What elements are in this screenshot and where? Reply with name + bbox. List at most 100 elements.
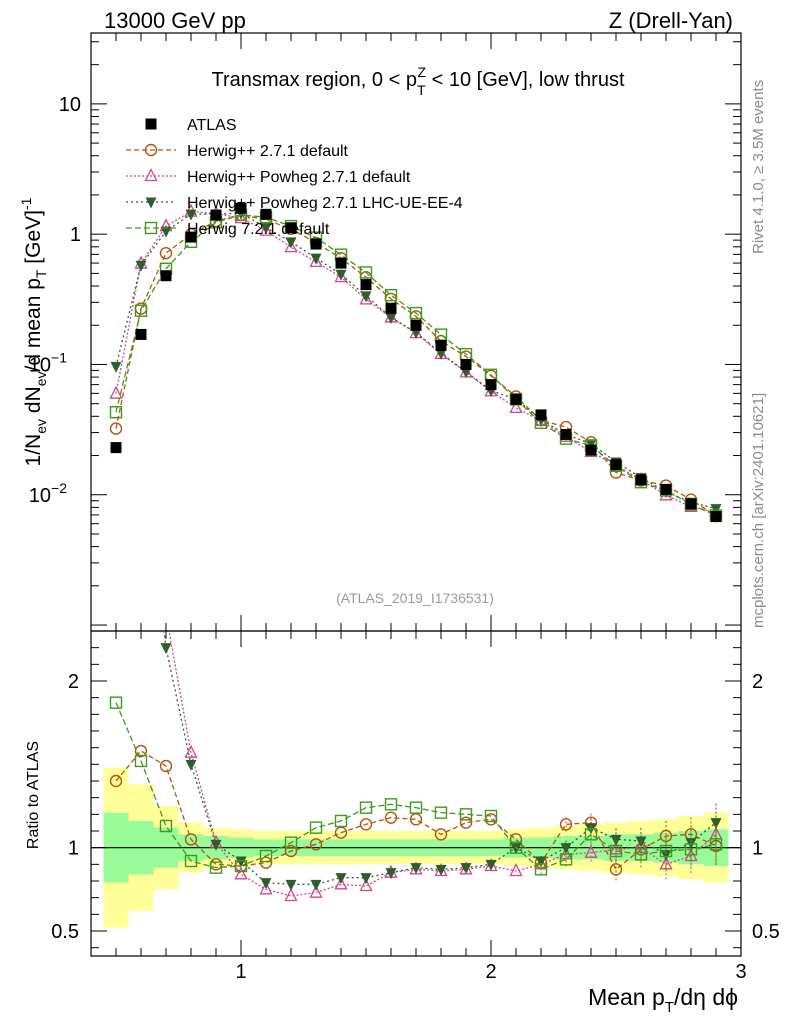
atlas-data-point [685, 498, 697, 510]
series-4-ratio-point [209, 861, 223, 874]
x-axis-label: Mean pT/dη dϕ [588, 984, 738, 1016]
rivet-version-label: Rivet 4.1.0, ≥ 3.5M events [750, 80, 767, 254]
series-3-ratio-point [285, 879, 297, 891]
series-2-ratio-point [309, 884, 323, 898]
series-3-ratio-point [111, 310, 122, 321]
atlas-data-point [535, 409, 547, 421]
legend-marker [145, 118, 157, 130]
series-4-ratio-point [159, 819, 173, 833]
series-4-ratio-point [609, 844, 623, 858]
series-2-ratio-point [234, 866, 248, 880]
axes: 1 2 3 10−2 10−1 1 10 0.5 0.5 1 1 2 2 [29, 33, 780, 983]
series-2-ratio-point [136, 425, 147, 436]
series-1-ratio-point [109, 774, 123, 788]
series-3-ratio-point [310, 879, 322, 891]
atlas-data-point [710, 511, 722, 523]
series-4-ratio-point [384, 798, 398, 811]
series-1-point [109, 422, 123, 435]
atlas-data-point [560, 429, 572, 441]
series-3-ratio-point [360, 873, 372, 885]
series-4-ratio-point [509, 841, 523, 854]
series-3-point [385, 312, 397, 324]
series-3-ratio-point [485, 859, 497, 871]
header-left: 13000 GeV pp [104, 8, 246, 33]
series-1-ratio-point [559, 818, 573, 831]
legend-marker [145, 197, 157, 209]
series-4-ratio-point [409, 801, 423, 814]
series-2-point [309, 253, 323, 267]
series-2-point [509, 399, 523, 414]
legend-label: Herwig++ Powheg 2.7.1 LHC-UE-EE-4 [187, 195, 463, 212]
series-1-ratio-point [309, 838, 323, 851]
series-1-ratio-point [284, 844, 298, 858]
series-4-ratio-point [659, 844, 673, 858]
series-4-ratio-point [559, 853, 573, 866]
series-4-ratio-point [584, 828, 598, 841]
atlas-data-point [335, 257, 347, 269]
series-1-ratio-point [259, 856, 273, 869]
atlas-data-point [185, 231, 197, 243]
atlas-data-point [310, 238, 322, 250]
legend-marker [144, 221, 158, 235]
series-3-ratio-point [710, 818, 722, 830]
atlas-data-point [460, 358, 472, 370]
atlas-data-point [210, 209, 222, 221]
legend-label: Herwig++ Powheg 2.7.1 default [187, 169, 411, 186]
legend-marker [144, 143, 158, 157]
series-2-point [284, 239, 298, 253]
ratio-y-tick-label-right: 0.5 [752, 921, 780, 943]
atlas-data-point [410, 319, 422, 331]
series-4-ratio-line [115, 702, 717, 871]
series-4-point [109, 406, 123, 419]
atlas-data-point [235, 202, 247, 214]
series-4-point [359, 266, 373, 279]
series-2-ratio-point [111, 575, 122, 586]
series-1-ratio-point [459, 816, 473, 829]
series-3-ratio-point [535, 856, 547, 868]
series-1-ratio-point [134, 744, 148, 758]
series-3-point [260, 223, 272, 235]
series-4-point [134, 304, 148, 317]
series-4-point [409, 306, 423, 320]
series-3-ratio-point [160, 643, 172, 655]
series-1-line [115, 214, 717, 517]
atlas-data-point [360, 279, 372, 291]
series-4-ratio-point [334, 814, 348, 828]
series-3-point [285, 237, 297, 249]
series-3-ratio-point [335, 873, 347, 885]
legend: ATLAS Herwig++ 2.7.1 default Herwig++ Powh… [126, 117, 463, 238]
x-tick-label: 3 [735, 961, 746, 983]
series-3-ratio-point [185, 759, 197, 771]
ratio-y-tick-label-right: 1 [752, 838, 763, 860]
series-4-ratio-point [434, 806, 448, 819]
x-tick-label: 1 [235, 961, 246, 983]
legend-label: Herwig++ 2.7.1 default [187, 143, 349, 160]
series-4-ratio-point [284, 836, 298, 849]
series-2-ratio-point [334, 876, 348, 890]
mcplots-reference-label: mcplots.cern.ch [arXiv:2401.10621] [750, 393, 767, 628]
atlas-data-point [510, 393, 522, 405]
ratio-y-axis-label: Ratio to ATLAS [25, 741, 42, 849]
atlas-data-point [435, 339, 447, 351]
series-1-ratio-point [609, 863, 623, 876]
series-3-ratio-point [435, 864, 447, 876]
series-1-ratio-point [384, 811, 398, 824]
series-1-ratio-point [184, 833, 198, 846]
series-4-ratio-point [634, 848, 648, 861]
atlas-data-point [635, 474, 647, 486]
series-3-point [310, 253, 322, 265]
series-2-ratio-point [184, 744, 198, 758]
series-3-line [115, 212, 717, 510]
series-2-ratio-point [509, 863, 523, 877]
series-1-ratio-point [159, 759, 173, 773]
atlas-data-point [135, 328, 147, 340]
series-4-ratio-point [684, 843, 698, 856]
series-3-ratio-point [260, 878, 272, 890]
y-axis-label: 1/Nev dNev/d mean pT [GeV]-1 [18, 197, 49, 466]
series-3-ratio-point [660, 849, 672, 861]
legend-label: ATLAS [187, 117, 237, 134]
series-3-point [185, 209, 197, 221]
series-4-ratio-point [709, 838, 723, 851]
series-2-ratio-point [259, 881, 273, 895]
ratio-y-tick-label-right: 2 [752, 671, 763, 693]
